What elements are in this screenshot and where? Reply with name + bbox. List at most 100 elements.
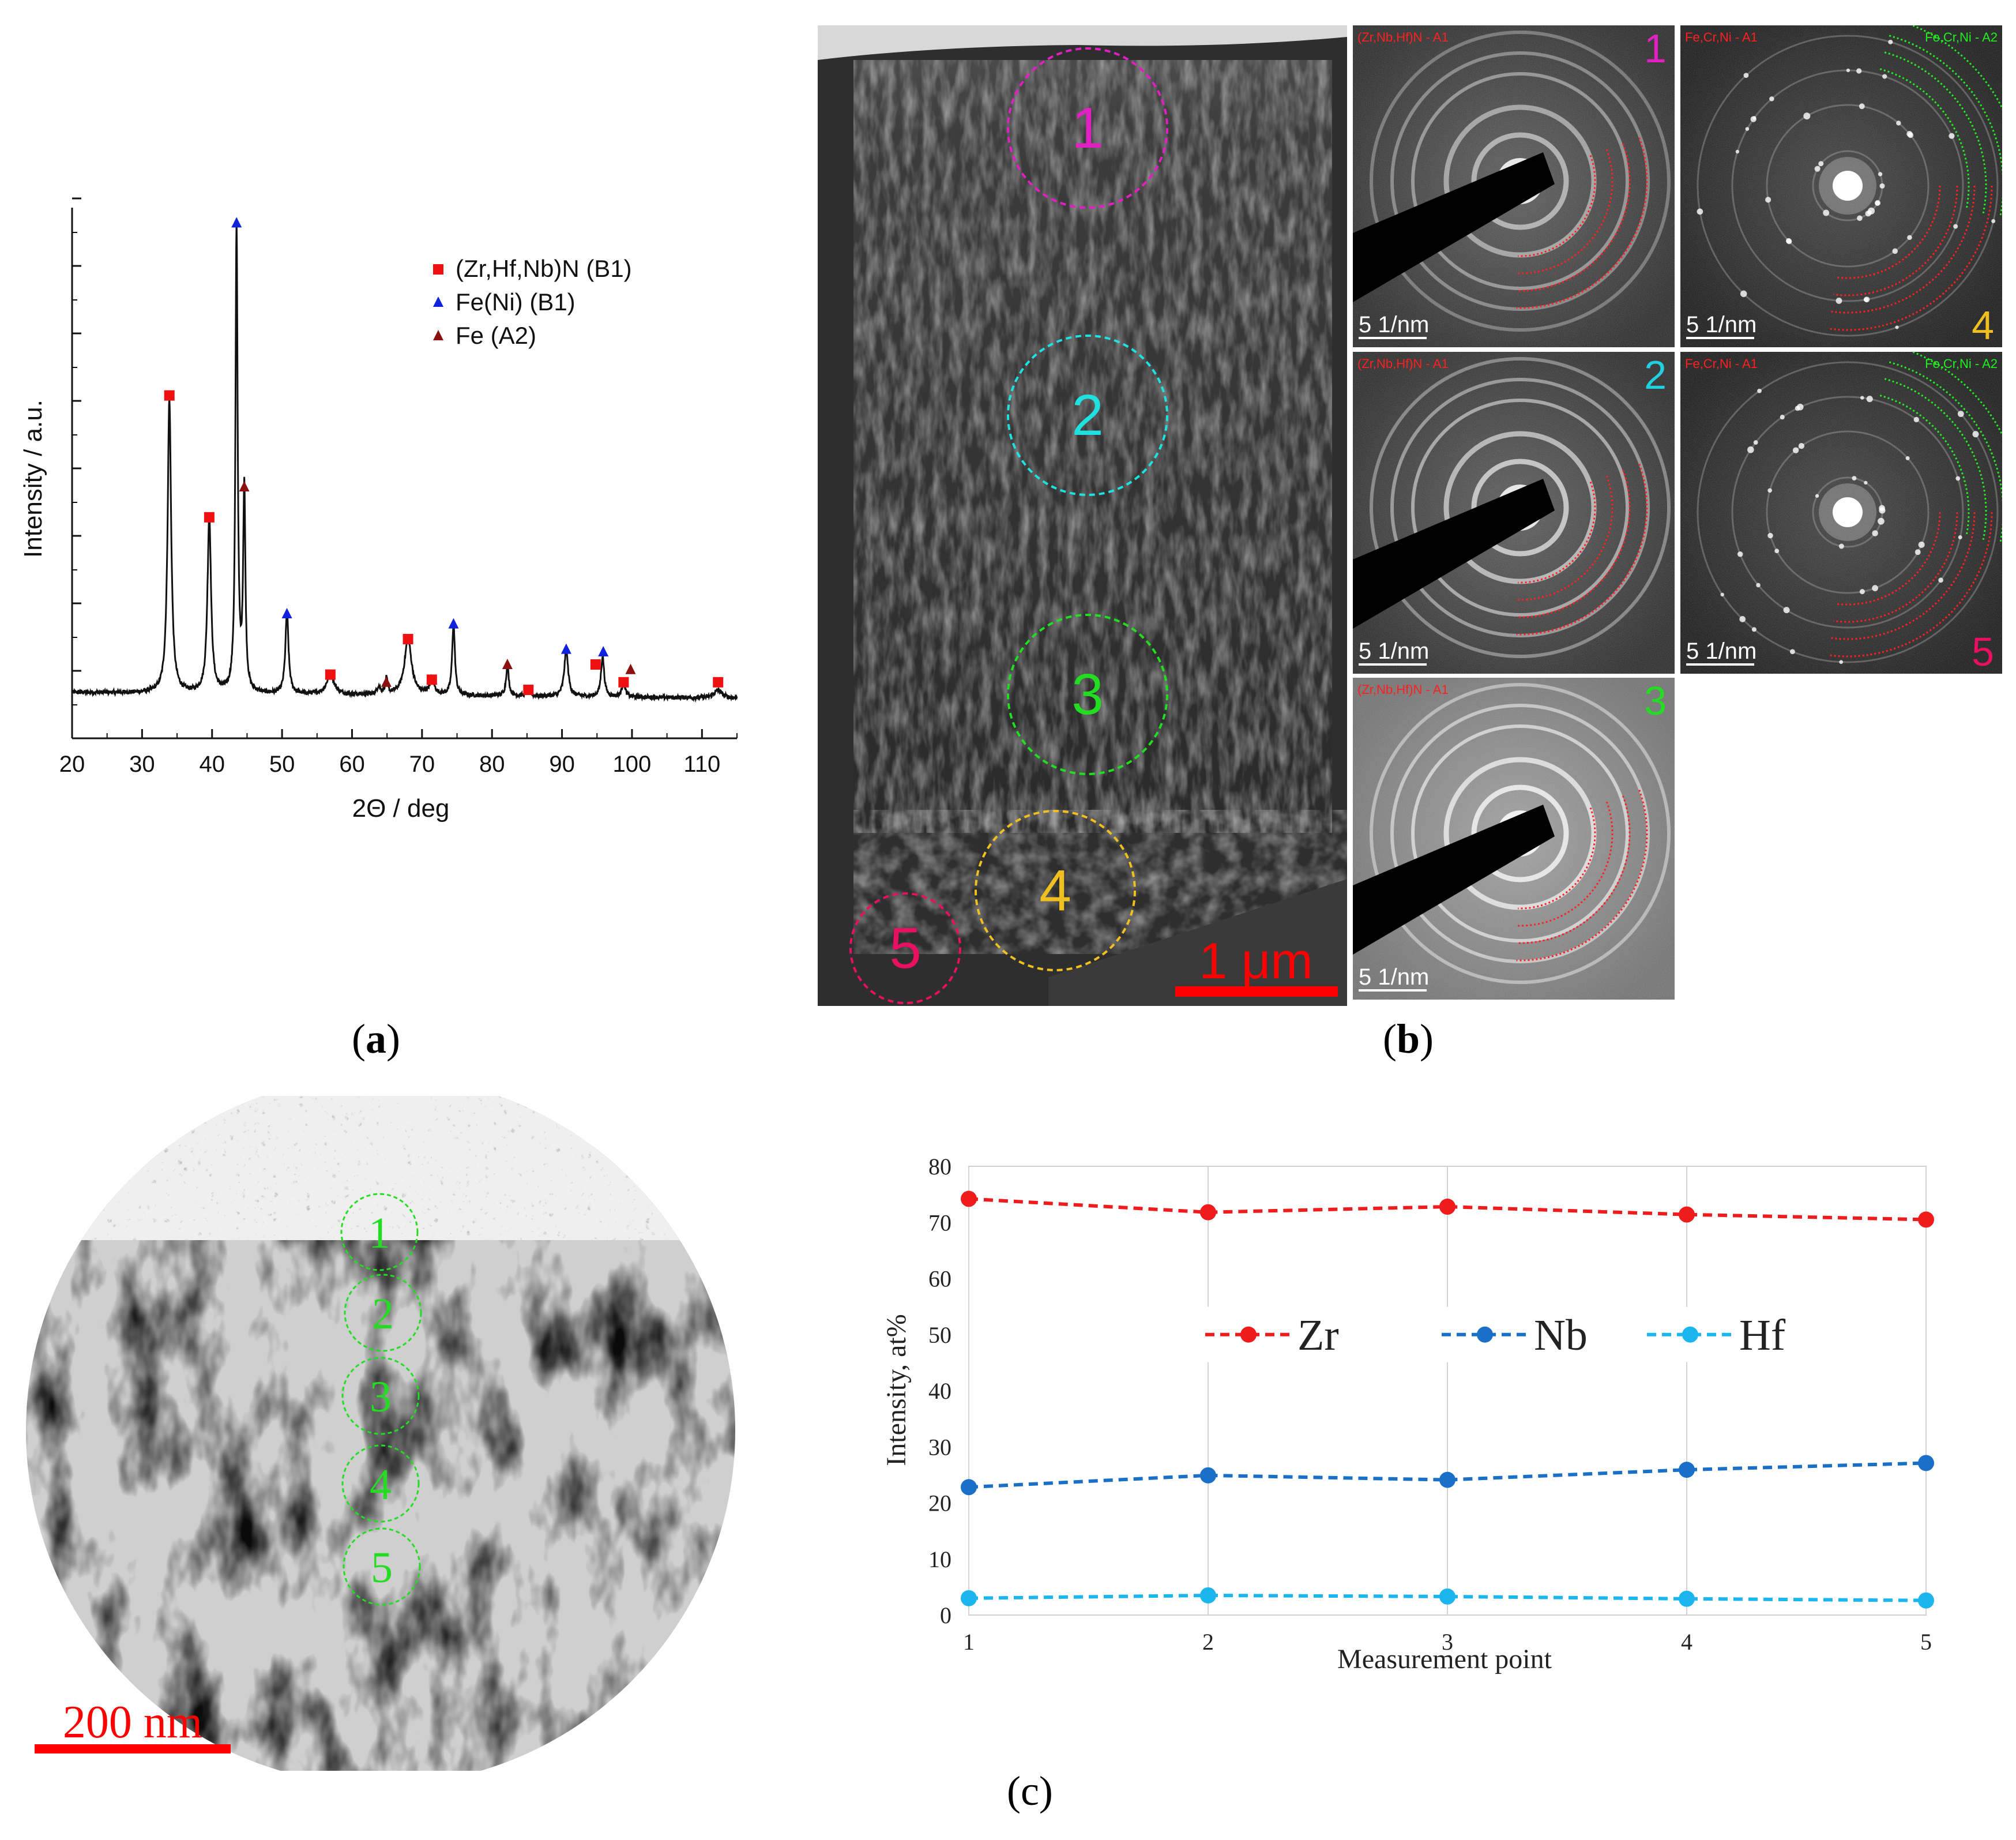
eds-y-tick-label: 30 (928, 1434, 951, 1460)
saed-index-arc-green (1879, 68, 1970, 211)
saed-phase-label: Fe,Cr,Ni - A2 (1925, 30, 1998, 44)
saed-spot (1953, 224, 1958, 229)
eds-y-tick-label: 10 (928, 1546, 951, 1572)
saed-ring (1766, 430, 1930, 594)
xrd-x-tick-label: 110 (683, 752, 720, 777)
saed-spot (1745, 127, 1750, 131)
eds-x-tick-label: 2 (1202, 1629, 1214, 1655)
eds-y-axis-label: Intensity, at% (881, 1314, 912, 1466)
saed-central-halo (1819, 157, 1876, 215)
eds-y-tick-label: 60 (928, 1266, 951, 1292)
beam-stopper (1353, 479, 1555, 629)
saed-index-arc-red (1516, 464, 1648, 636)
saed-spot (1769, 96, 1774, 102)
eds-x-tick-label: 3 (1442, 1629, 1453, 1655)
saed-scale-label: 5 1/nm (1686, 312, 1757, 337)
saed-spot (1795, 405, 1800, 411)
saed-scale-label: 5 1/nm (1359, 312, 1429, 337)
xrd-marker-zrhfnbn (713, 677, 724, 688)
saed-ring (1766, 104, 1930, 268)
caption-c: (c) (1007, 1768, 1053, 1814)
caption-a: (a) (352, 1016, 400, 1062)
tem-region-circle (1007, 47, 1168, 209)
saed-spot (1852, 476, 1857, 481)
eds-grid (968, 1166, 1927, 1615)
eds-point-hf (1918, 1592, 1934, 1609)
saed-ring (1471, 784, 1569, 883)
tem-region-label: 2 (1071, 383, 1104, 448)
saed-pattern-3: (Zr,Nb,Hf)N - A1 3 5 1/nm (1353, 678, 1675, 1000)
saed-spot (1846, 68, 1850, 73)
saed-spot (1972, 431, 1979, 438)
xrd-marker-zrhfnbn (204, 512, 215, 523)
xrd-axes (71, 197, 738, 739)
eds-x-tick-label: 4 (1681, 1629, 1692, 1655)
saed-ring (1411, 724, 1629, 942)
saed-spot (1751, 627, 1757, 632)
saed-spot (1872, 530, 1878, 536)
saed-spot (1752, 116, 1757, 120)
xrd-marker-fe (381, 676, 392, 687)
tem-c-scale-bar-label: 200 nm (63, 1697, 202, 1748)
saed-spot (1938, 577, 1943, 583)
eds-point-zr (1200, 1204, 1216, 1221)
saed-pattern-5: Fe,Cr,Ni - A1 Fe,Cr,Ni - A2 5 5 1/nm (1680, 352, 2002, 674)
saed-ring (1443, 757, 1597, 910)
saed-index-arc-red (1516, 137, 1648, 309)
saed-spot (1739, 616, 1746, 622)
saed-index-arc-red (1518, 481, 1596, 584)
saed-pattern-number: 4 (1972, 303, 1994, 347)
saed-spot (1757, 388, 1762, 393)
saed-spot (1866, 396, 1873, 403)
saed-spot (1867, 210, 1872, 215)
xrd-x-tick-label: 50 (269, 752, 295, 777)
xrd-x-tick-labels: 20 30 40 50 60 70 80 90 100 110 (59, 752, 720, 777)
saed-index-arc-red (1518, 155, 1596, 257)
saed-spot (1803, 112, 1811, 120)
saed-spot (1789, 649, 1795, 655)
saed-spot (1991, 219, 1996, 223)
eds-y-tick-label: 80 (928, 1154, 951, 1180)
eds-x-tick-label: 1 (963, 1629, 975, 1655)
tem-c-points: 1 2 3 4 5 (340, 1193, 422, 1606)
tem-point-circle (341, 1357, 420, 1435)
saed-spot (1814, 166, 1821, 172)
saed-spot (1857, 215, 1863, 221)
eds-series-line-nb (968, 1461, 1927, 1489)
saed-index-arc-red (1829, 512, 1993, 658)
saed-phase-label: Fe,Cr,Ni - A1 (1685, 356, 1758, 371)
eds-x-axis-label: Measurement point (1337, 1644, 1552, 1674)
saed-spot (1767, 488, 1773, 493)
saed-index-arc-green (1889, 361, 2002, 543)
saed-index-arc-green (1910, 352, 2002, 437)
eds-y-tick-label: 50 (928, 1322, 951, 1348)
eds-point-hf (1200, 1587, 1216, 1604)
saed-spot (1756, 583, 1761, 588)
saed-central-spot (1833, 497, 1863, 527)
saed-spot (1783, 607, 1790, 614)
eds-point-hf (961, 1590, 977, 1606)
saed-phase-label: (Zr,Nb,Hf)N - A1 (1357, 682, 1449, 697)
saed-ring (1471, 459, 1569, 557)
caption-b: (b) (1383, 1016, 1434, 1062)
saed-spot (1863, 297, 1868, 302)
saed-pattern-2: (Zr,Nb,Hf)N - A1 2 5 1/nm (1353, 352, 1675, 674)
xrd-marker-zrhfnbn (618, 677, 629, 688)
saed-index-arc-green (1884, 51, 1987, 213)
xrd-legend-label: Fe(Ni) (B1) (456, 288, 576, 316)
saed-index-arc-red (1836, 512, 1941, 606)
saed-index-arc-red (1517, 143, 1631, 292)
xrd-legend-label: Fe (A2) (456, 322, 536, 349)
eds-point-zr (1918, 1211, 1934, 1228)
saed-index-arc-red (1516, 790, 1648, 962)
saed-ring (1411, 399, 1629, 617)
tem-b-scale-bar-label: 1 μm (1199, 932, 1312, 989)
saed-index-arc-red (1517, 470, 1631, 618)
legend-marker-triangle (433, 330, 443, 340)
saed-scale-bar (1686, 663, 1754, 666)
saed-scale-bar (1359, 337, 1427, 339)
saed-ring (1411, 72, 1629, 290)
saed-index-arc-green (1879, 395, 1970, 537)
